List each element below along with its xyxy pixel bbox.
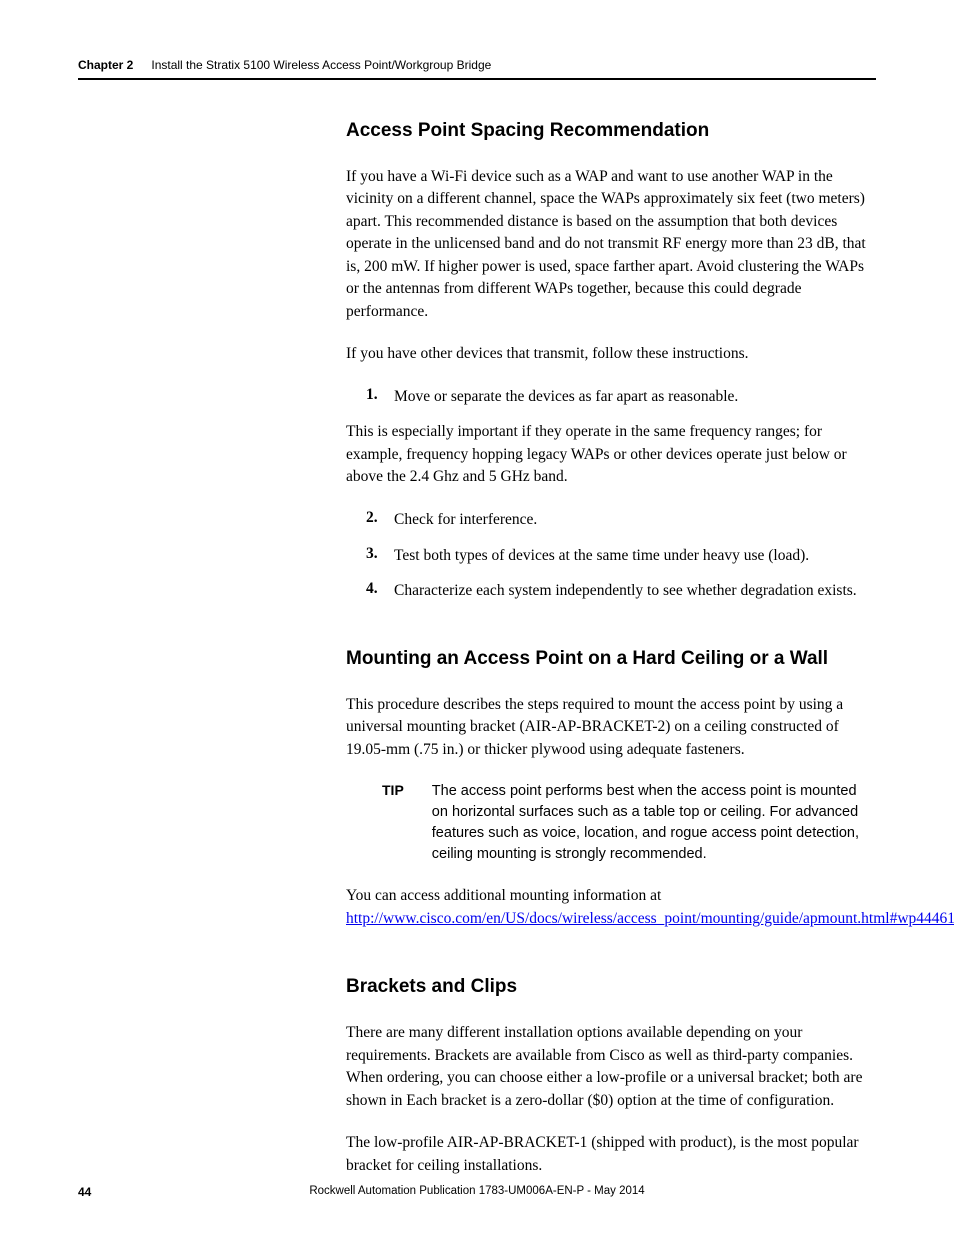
list-text: Characterize each system independently t… <box>394 580 857 602</box>
ordered-list-item: 3. Test both types of devices at the sam… <box>346 545 876 567</box>
ordered-list-item: 4. Characterize each system independentl… <box>346 580 876 602</box>
body-paragraph: This is especially important if they ope… <box>346 421 876 488</box>
body-paragraph: If you have a Wi-Fi device such as a WAP… <box>346 166 876 323</box>
tip-label: TIP <box>382 781 404 865</box>
ordered-list-item: 1. Move or separate the devices as far a… <box>346 386 876 408</box>
list-number: 1. <box>366 386 394 408</box>
para-text: You can access additional mounting infor… <box>346 887 661 904</box>
body-paragraph: There are many different installation op… <box>346 1022 876 1112</box>
heading-brackets: Brackets and Clips <box>346 976 876 998</box>
list-text: Test both types of devices at the same t… <box>394 545 809 567</box>
heading-mounting: Mounting an Access Point on a Hard Ceili… <box>346 648 876 670</box>
list-number: 3. <box>366 545 394 567</box>
publication-line: Rockwell Automation Publication 1783-UM0… <box>309 1185 644 1197</box>
page-number: 44 <box>78 1185 91 1199</box>
ordered-list-item: 2. Check for interference. <box>346 509 876 531</box>
body-paragraph: If you have other devices that transmit,… <box>346 343 876 365</box>
page-footer: 44 Rockwell Automation Publication 1783-… <box>78 1185 876 1199</box>
external-link[interactable]: http://www.cisco.com/en/US/docs/wireless… <box>346 910 954 927</box>
chapter-title: Install the Stratix 5100 Wireless Access… <box>151 58 491 72</box>
body-paragraph-with-link: You can access additional mounting infor… <box>346 885 876 930</box>
page-header: Chapter 2 Install the Stratix 5100 Wirel… <box>78 58 876 80</box>
body-paragraph: This procedure describes the steps requi… <box>346 694 876 761</box>
list-number: 2. <box>366 509 394 531</box>
body-paragraph: The low-profile AIR-AP-BRACKET-1 (shippe… <box>346 1132 876 1177</box>
tip-block: TIP The access point performs best when … <box>382 781 876 865</box>
main-content: Access Point Spacing Recommendation If y… <box>346 120 876 1177</box>
tip-text: The access point performs best when the … <box>432 781 876 865</box>
chapter-label: Chapter 2 <box>78 58 133 72</box>
list-text: Move or separate the devices as far apar… <box>394 386 738 408</box>
list-number: 4. <box>366 580 394 602</box>
list-text: Check for interference. <box>394 509 537 531</box>
heading-spacing: Access Point Spacing Recommendation <box>346 120 876 142</box>
